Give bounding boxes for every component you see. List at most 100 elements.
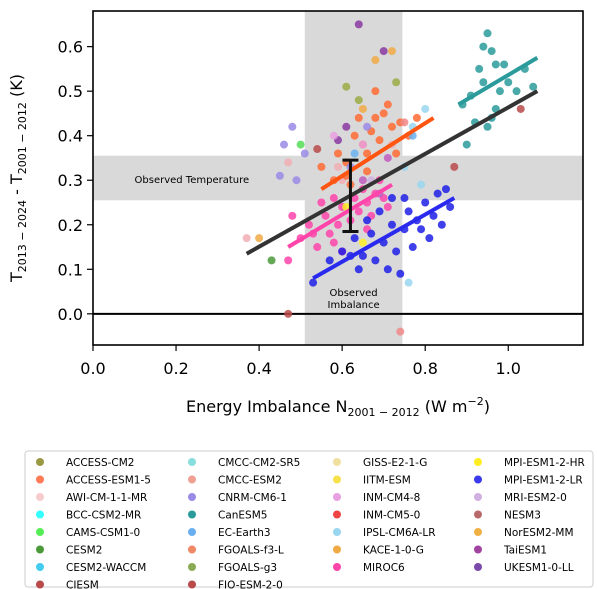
legend-label: CNRM-CM6-1 bbox=[218, 492, 287, 504]
data-point bbox=[317, 198, 326, 207]
x-axis-label-unit-end: ) bbox=[484, 397, 490, 416]
legend-label: ACCESS-ESM1-5 bbox=[66, 475, 151, 487]
data-point bbox=[400, 118, 409, 127]
plot-area: Observed Temperature Observed Imbalance bbox=[92, 10, 584, 346]
data-point bbox=[425, 234, 434, 243]
data-point bbox=[379, 47, 388, 56]
data-point bbox=[387, 194, 396, 203]
data-point bbox=[516, 104, 525, 113]
data-point bbox=[329, 238, 338, 247]
legend-label: CanESM5 bbox=[218, 510, 267, 522]
legend-label: FGOALS-g3 bbox=[218, 562, 277, 574]
legend-marker bbox=[188, 528, 196, 536]
x-tick-label: 0.2 bbox=[163, 359, 188, 378]
data-point bbox=[404, 278, 413, 287]
data-point bbox=[358, 176, 367, 185]
fit-line bbox=[320, 116, 435, 191]
fit-line bbox=[312, 196, 456, 280]
data-point bbox=[350, 131, 359, 140]
data-point bbox=[392, 78, 401, 87]
legend-marker bbox=[36, 528, 44, 536]
legend-label: BCC-CSM2-MR bbox=[66, 510, 141, 522]
legend-marker bbox=[36, 510, 44, 519]
data-point bbox=[500, 60, 509, 69]
data-point bbox=[375, 136, 384, 145]
data-point bbox=[417, 225, 426, 234]
y-tick-label: 0.2 bbox=[58, 216, 83, 235]
data-point bbox=[288, 211, 297, 220]
legend-marker bbox=[188, 475, 196, 484]
data-point bbox=[255, 234, 264, 243]
legend: ACCESS-CM2 ACCESS-ESM1-5 AWI-CM-1-1-MR BCC-… bbox=[36, 457, 585, 589]
legend-label: MRI-ESM2-0 bbox=[504, 492, 567, 504]
legend-marker bbox=[188, 510, 196, 519]
data-point bbox=[309, 278, 318, 287]
legend-label: INM-CM4-8 bbox=[363, 492, 420, 504]
data-point bbox=[367, 229, 376, 238]
data-point bbox=[338, 247, 347, 256]
data-point bbox=[363, 149, 372, 158]
legend-marker bbox=[474, 545, 482, 554]
data-point bbox=[267, 256, 276, 265]
data-point bbox=[317, 162, 326, 171]
legend-marker bbox=[474, 493, 482, 501]
y-tick-label: 0.1 bbox=[58, 260, 83, 279]
legend-marker bbox=[36, 475, 44, 484]
data-point bbox=[313, 243, 322, 252]
y-axis-label-part1: T bbox=[7, 272, 26, 283]
observed-imbalance-label-line1: Observed bbox=[330, 288, 378, 299]
data-point bbox=[450, 162, 459, 171]
data-point bbox=[284, 309, 293, 318]
data-point bbox=[392, 149, 401, 158]
legend-label: CESM2-WACCM bbox=[66, 562, 146, 574]
data-point bbox=[371, 87, 380, 96]
legend-marker bbox=[188, 458, 196, 466]
x-tick-label: 0.0 bbox=[80, 359, 105, 378]
data-point bbox=[329, 131, 338, 140]
legend-marker bbox=[333, 493, 341, 501]
data-point bbox=[304, 220, 313, 229]
legend-marker bbox=[333, 528, 341, 536]
data-point bbox=[504, 78, 513, 87]
data-point bbox=[300, 149, 309, 158]
data-point bbox=[363, 122, 372, 131]
scatter-points bbox=[242, 20, 538, 336]
data-point bbox=[354, 113, 363, 122]
plot-frame bbox=[92, 10, 584, 346]
legend-marker bbox=[333, 563, 341, 571]
legend-marker bbox=[474, 458, 482, 466]
x-tick-label: 0.8 bbox=[412, 359, 437, 378]
error-bar bbox=[342, 158, 359, 233]
data-point bbox=[433, 189, 442, 198]
data-point bbox=[296, 140, 305, 149]
data-point bbox=[495, 87, 504, 96]
data-point bbox=[371, 256, 380, 265]
y-tick-label: 0.0 bbox=[58, 305, 83, 324]
legend-marker bbox=[36, 493, 44, 501]
data-point bbox=[334, 149, 342, 158]
data-point bbox=[396, 269, 405, 278]
data-point bbox=[483, 29, 492, 38]
fit-line bbox=[457, 56, 539, 107]
fit-line bbox=[287, 182, 394, 249]
legend-marker bbox=[36, 545, 44, 554]
y-tick-label: 0.6 bbox=[58, 38, 83, 57]
legend-label: CMCC-CM2-SR5 bbox=[218, 457, 300, 469]
x-tick-label: 1.0 bbox=[496, 359, 521, 378]
data-point bbox=[342, 122, 351, 131]
data-point bbox=[325, 256, 334, 265]
data-point bbox=[479, 42, 488, 51]
legend-label: NESM3 bbox=[504, 510, 541, 522]
legend-marker bbox=[474, 528, 482, 536]
data-point bbox=[483, 122, 492, 131]
data-point bbox=[363, 216, 372, 225]
data-point bbox=[441, 185, 450, 194]
legend-marker bbox=[36, 580, 44, 589]
data-point bbox=[358, 140, 367, 149]
legend-label: CESM2 bbox=[66, 545, 102, 557]
data-point bbox=[350, 149, 359, 158]
legend-box bbox=[24, 450, 594, 588]
legend-label: MIROC6 bbox=[363, 562, 405, 574]
legend-marker bbox=[474, 563, 482, 571]
data-point bbox=[383, 265, 392, 274]
